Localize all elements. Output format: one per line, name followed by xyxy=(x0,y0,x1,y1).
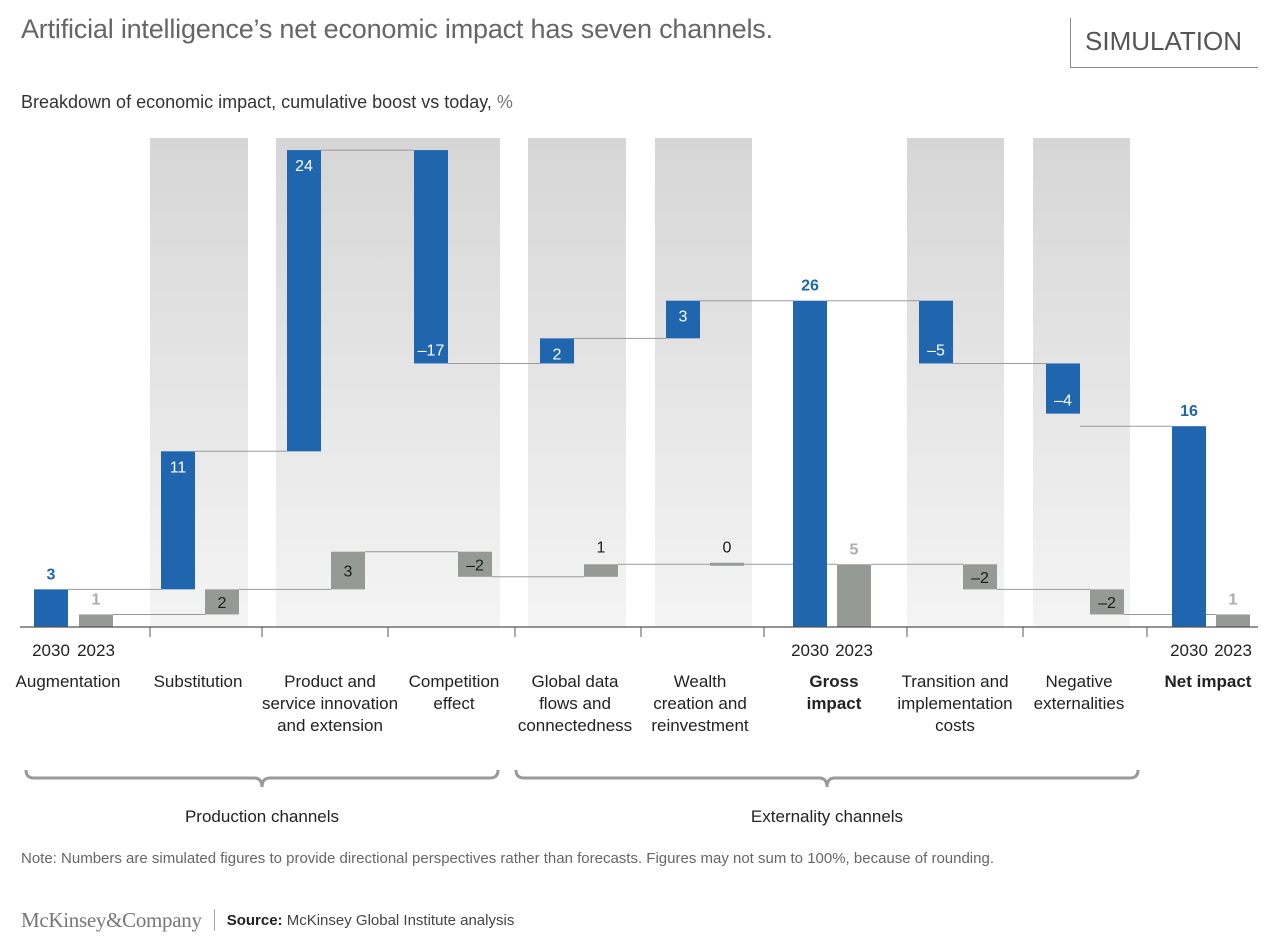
value-label-2030-gross: 26 xyxy=(801,278,819,295)
value-label-2023-competition: –2 xyxy=(466,557,484,574)
year-label-augmentation-2030: 2030 xyxy=(32,641,70,660)
value-label-2030-negative: –4 xyxy=(1054,393,1072,410)
category-label-data-flows: Global data xyxy=(532,672,619,691)
value-label-2030-wealth: 3 xyxy=(679,309,688,326)
bar-2023-data-flows xyxy=(584,564,618,577)
category-label-innovation: and extension xyxy=(277,716,383,735)
footer-divider xyxy=(213,909,215,931)
value-label-2023-transition: –2 xyxy=(971,570,989,587)
value-label-2023-innovation: 3 xyxy=(344,564,353,581)
bar-2023-competition xyxy=(458,551,492,577)
value-label-2023-negative: –2 xyxy=(1098,595,1116,612)
value-label-2023-data-flows: 1 xyxy=(597,539,606,556)
group-label-0: Production channels xyxy=(185,807,339,826)
simulation-badge: SIMULATION xyxy=(1070,18,1258,68)
bar-2023-transition xyxy=(963,564,997,590)
category-label-transition: implementation xyxy=(897,694,1012,713)
value-label-2030-innovation: 24 xyxy=(295,158,313,175)
waterfall-chart: 3 11 24 –17 2 3 26 –5 –4 16 1 2 3 –2 1 0 5 –2 –2 1 2030 2023… xyxy=(16,138,1258,826)
source-label: Source: xyxy=(226,911,283,929)
bar-2023-gross xyxy=(837,564,871,627)
category-label-wealth: creation and xyxy=(653,694,747,713)
category-label-transition: Transition and xyxy=(901,672,1008,691)
bar-2023-net xyxy=(1216,614,1250,627)
footer: McKinsey&Company Source: McKinsey Global… xyxy=(21,907,514,933)
category-label-innovation: service innovation xyxy=(262,694,398,713)
bar-2030-competition xyxy=(414,150,448,364)
value-label-2023-wealth: 0 xyxy=(723,539,732,556)
category-label-competition: Competition xyxy=(409,672,500,691)
value-label-2023-augmentation: 1 xyxy=(92,591,101,608)
category-label-data-flows: flows and xyxy=(539,694,611,713)
value-label-2023-gross: 5 xyxy=(850,541,859,558)
chart-subtitle: Breakdown of economic impact, cumulative… xyxy=(21,92,513,113)
bar-2030-augmentation xyxy=(34,589,68,627)
bar-2030-data-flows xyxy=(540,338,574,364)
simulation-badge-label: SIMULATION xyxy=(1085,26,1242,56)
category-label-competition: effect xyxy=(433,694,475,713)
year-label-gross-2030: 2030 xyxy=(791,641,829,660)
year-label-augmentation-2023: 2023 xyxy=(77,641,115,660)
value-label-2030-transition: –5 xyxy=(927,342,945,359)
value-label-2023-substitution: 2 xyxy=(218,595,227,612)
chart-headline: Artificial intelligence’s net economic i… xyxy=(21,14,773,44)
bar-2030-net xyxy=(1172,426,1206,627)
bar-2030-wealth xyxy=(666,300,700,339)
column-band-data-flows xyxy=(528,138,626,627)
column-band-transition xyxy=(907,138,1004,627)
category-label-data-flows: connectedness xyxy=(518,716,632,735)
bar-2023-wealth xyxy=(710,562,744,566)
category-label-innovation: Product and xyxy=(284,672,376,691)
year-label-gross-2023: 2023 xyxy=(835,641,873,660)
column-band-wealth xyxy=(655,138,752,627)
value-label-2030-data-flows: 2 xyxy=(553,346,562,363)
bar-2030-transition xyxy=(919,300,953,364)
group-label-1: Externality channels xyxy=(751,807,903,826)
source-text: McKinsey Global Institute analysis xyxy=(282,911,515,929)
subtitle-text: Breakdown of economic impact, cumulative… xyxy=(21,92,492,112)
category-label-wealth: Wealth xyxy=(674,672,727,691)
category-label-negative: externalities xyxy=(1034,694,1125,713)
category-label-substitution: Substitution xyxy=(154,672,243,691)
value-label-2023-net: 1 xyxy=(1229,591,1238,608)
value-label-2030-augmentation: 3 xyxy=(47,566,56,583)
category-label-net: Net impact xyxy=(1165,672,1252,691)
value-label-2030-substitution: 11 xyxy=(170,459,187,476)
category-label-negative: Negative xyxy=(1045,672,1112,691)
bar-2023-augmentation xyxy=(79,614,113,627)
bar-2030-innovation xyxy=(287,150,321,452)
bar-2030-substitution xyxy=(161,451,195,590)
bar-2023-substitution xyxy=(205,589,239,615)
bar-2030-gross xyxy=(793,300,827,627)
bar-2030-negative xyxy=(1046,363,1080,414)
bar-2023-negative xyxy=(1090,589,1124,615)
category-label-wealth: reinvestment xyxy=(651,716,749,735)
bar-2023-innovation xyxy=(331,551,365,590)
category-label-augmentation: Augmentation xyxy=(16,672,121,691)
category-label-transition: costs xyxy=(935,716,975,735)
year-label-net-2023: 2023 xyxy=(1214,641,1252,660)
group-bracket-1 xyxy=(514,769,1140,788)
subtitle-unit: % xyxy=(491,92,513,112)
category-label-gross: Gross xyxy=(809,672,858,691)
mckinsey-logo: McKinsey&Company xyxy=(21,907,202,932)
group-bracket-0 xyxy=(24,769,500,788)
value-label-2030-competition: –17 xyxy=(418,342,445,359)
footnote: Note: Numbers are simulated figures to p… xyxy=(21,850,994,867)
source-line: Source: McKinsey Global Institute analys… xyxy=(227,912,515,929)
value-label-2030-net: 16 xyxy=(1180,403,1198,420)
category-label-gross: impact xyxy=(807,694,862,713)
year-label-net-2030: 2030 xyxy=(1170,641,1208,660)
